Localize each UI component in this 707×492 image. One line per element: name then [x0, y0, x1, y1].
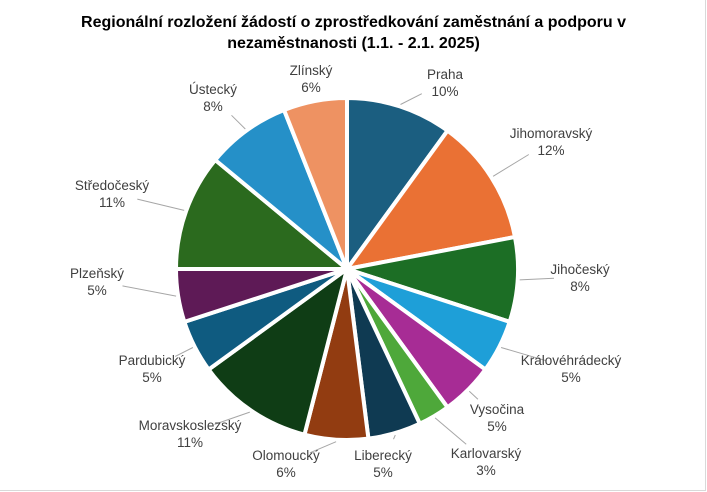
slice-label-name-7: Olomoucký [252, 448, 320, 463]
leader-line-8 [214, 411, 250, 425]
pie-slice-13 [282, 96, 349, 271]
chart-title-line2: nezaměstnanosti (1.1. - 2.1. 2025) [227, 35, 480, 52]
slice-label-value-13: 6% [301, 80, 321, 95]
slice-label-value-9: 5% [142, 370, 162, 385]
pie-slice-0 [345, 96, 450, 271]
slice-label-value-0: 10% [431, 84, 458, 99]
slice-label-value-12: 8% [203, 99, 223, 114]
slice-label-name-13: Zlínský [290, 63, 333, 78]
leader-line-0 [400, 93, 423, 105]
leader-line-12 [231, 114, 246, 130]
slice-label-name-6: Liberecký [354, 448, 412, 463]
slice-label-value-4: 5% [487, 419, 507, 434]
leader-line-6 [393, 434, 396, 440]
leader-line-2 [519, 277, 555, 281]
slice-label-name-2: Jihočeský [550, 262, 610, 277]
leader-lines [122, 93, 555, 454]
slice-label-name-12: Ústecký [189, 82, 237, 97]
pie-slice-11 [174, 158, 349, 271]
leader-line-11 [137, 198, 185, 211]
leader-line-1 [492, 154, 530, 177]
leader-line-3 [500, 347, 547, 362]
slice-label-value-10: 5% [87, 283, 107, 298]
slice-label-value-11: 11% [99, 195, 125, 210]
slice-label-name-0: Praha [427, 67, 464, 82]
slice-label-name-11: Středočeský [75, 178, 150, 193]
slice-label-name-4: Vysočina [470, 402, 525, 417]
slice-labels: Praha 10% Jihomoravský 12% Jihočeský 8% Králov… [70, 63, 622, 480]
slice-label-value-8: 11% [177, 435, 203, 450]
pie-slice-8 [206, 267, 349, 437]
leader-line-10 [122, 285, 177, 297]
chart-title: Regionální rozložení žádostí o zprostřed… [0, 12, 707, 54]
leader-line-5 [434, 417, 467, 445]
slice-label-value-7: 6% [276, 465, 296, 480]
slice-label-name-10: Plzeňský [70, 266, 124, 281]
slice-label-value-1: 12% [537, 143, 564, 158]
slice-label-value-5: 3% [476, 463, 496, 478]
slice-label-name-9: Pardubický [119, 353, 186, 368]
slice-label-value-3: 5% [561, 370, 581, 385]
slice-label-name-8: Moravskoslezský [139, 418, 242, 433]
leader-line-4 [468, 390, 479, 400]
slice-label-value-2: 8% [570, 279, 590, 294]
pie-slices [174, 96, 520, 442]
slice-label-name-5: Karlovarský [451, 446, 522, 461]
pie-slice-1 [345, 128, 517, 271]
leader-line-7 [309, 441, 337, 454]
slice-label-value-6: 5% [373, 465, 393, 480]
slice-label-name-1: Jihomoravský [510, 126, 593, 141]
chart-title-line1: Regionální rozložení žádostí o zprostřed… [81, 14, 626, 31]
slice-label-name-3: Královéhrádecký [521, 353, 622, 368]
leader-line-9 [174, 347, 194, 357]
